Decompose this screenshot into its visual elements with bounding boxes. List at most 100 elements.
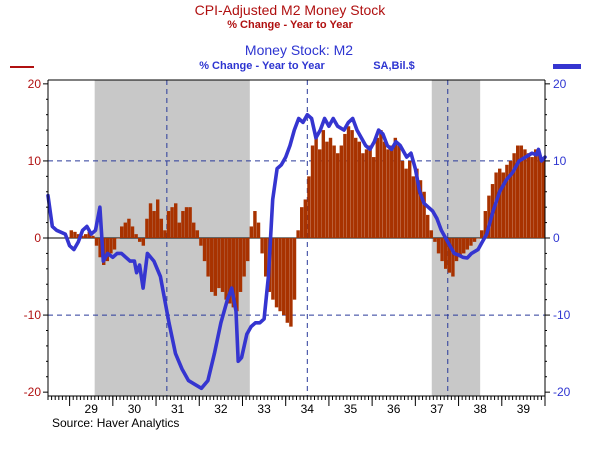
bar bbox=[307, 176, 311, 238]
bar bbox=[336, 153, 340, 238]
x-tick-label: 33 bbox=[257, 402, 271, 416]
bar bbox=[534, 149, 538, 238]
series-line-m2 bbox=[46, 112, 547, 391]
bar bbox=[73, 231, 77, 238]
bar bbox=[224, 238, 228, 300]
x-tick-label: 36 bbox=[387, 402, 401, 416]
bar bbox=[537, 153, 542, 238]
bar bbox=[69, 230, 74, 238]
bar bbox=[76, 234, 81, 238]
bar bbox=[116, 238, 120, 239]
bar bbox=[372, 157, 376, 238]
bar bbox=[213, 238, 218, 296]
legend-swatch-bars bbox=[10, 66, 34, 68]
bar bbox=[440, 238, 444, 262]
series2-subtitle: % Change - Year to Year bbox=[199, 60, 325, 72]
bar bbox=[166, 211, 171, 238]
bar bbox=[404, 168, 408, 238]
bar bbox=[462, 238, 466, 254]
x-tick-label: 35 bbox=[344, 402, 358, 416]
bar bbox=[314, 137, 318, 238]
y-tick-label-left: -10 bbox=[24, 308, 42, 322]
bar bbox=[393, 137, 398, 238]
bar bbox=[141, 238, 146, 246]
bar bbox=[246, 238, 250, 262]
y-tick-label-left: 0 bbox=[34, 231, 41, 245]
bar bbox=[454, 238, 459, 262]
x-tick-label: 34 bbox=[301, 402, 315, 416]
bar bbox=[181, 211, 185, 238]
bar bbox=[242, 238, 246, 277]
bar bbox=[357, 141, 362, 238]
bar bbox=[170, 207, 174, 238]
bar bbox=[436, 238, 441, 254]
y-tick-label-right: -10 bbox=[553, 308, 571, 322]
bar bbox=[278, 238, 282, 312]
bar bbox=[508, 160, 513, 238]
bar bbox=[501, 172, 506, 238]
y-tick-label-right: 20 bbox=[553, 77, 567, 91]
bar bbox=[256, 222, 261, 238]
bar bbox=[343, 133, 347, 238]
bar bbox=[188, 207, 192, 238]
bar bbox=[476, 238, 480, 239]
bar bbox=[350, 130, 354, 238]
bar bbox=[318, 149, 322, 238]
bar bbox=[210, 238, 214, 292]
bar bbox=[458, 238, 462, 258]
bar bbox=[264, 238, 268, 277]
bar bbox=[91, 235, 95, 238]
bar bbox=[447, 238, 452, 273]
x-tick-label: 32 bbox=[214, 402, 228, 416]
bar bbox=[408, 160, 412, 238]
bar bbox=[289, 238, 293, 327]
y-tick-label-right: 10 bbox=[553, 154, 567, 168]
chart-title: CPI-Adjusted M2 Money Stock bbox=[195, 2, 387, 18]
bar bbox=[130, 226, 135, 238]
bar bbox=[292, 238, 297, 300]
x-tick-label: 31 bbox=[171, 402, 185, 416]
bar bbox=[105, 238, 110, 262]
bar bbox=[339, 145, 344, 238]
x-tick-label: 37 bbox=[430, 402, 444, 416]
bar bbox=[285, 238, 290, 323]
bar bbox=[220, 238, 225, 292]
bar bbox=[379, 130, 383, 238]
bar bbox=[429, 230, 434, 238]
bar bbox=[361, 153, 365, 238]
bar bbox=[282, 238, 286, 316]
bar bbox=[382, 141, 387, 238]
bar bbox=[426, 214, 430, 238]
bar bbox=[354, 137, 358, 238]
bar bbox=[451, 238, 455, 277]
x-tick-label: 39 bbox=[517, 402, 531, 416]
bar bbox=[519, 145, 524, 238]
bar bbox=[433, 238, 437, 242]
x-tick-label: 38 bbox=[473, 402, 487, 416]
bar bbox=[386, 149, 390, 238]
bar bbox=[98, 238, 102, 258]
bar bbox=[163, 230, 167, 238]
bar bbox=[310, 145, 315, 238]
bar bbox=[400, 160, 405, 238]
chart-subtitle: % Change - Year to Year bbox=[227, 19, 353, 31]
bar bbox=[184, 207, 189, 238]
bar bbox=[321, 130, 326, 238]
bar bbox=[174, 203, 178, 238]
bar bbox=[397, 145, 401, 238]
bar bbox=[487, 195, 491, 238]
bar bbox=[202, 238, 207, 262]
bar bbox=[134, 234, 138, 238]
bar bbox=[523, 149, 527, 238]
bar bbox=[444, 238, 448, 269]
y-tick-label-left: 10 bbox=[28, 154, 42, 168]
bar bbox=[375, 137, 380, 238]
bar bbox=[415, 168, 419, 238]
bar bbox=[123, 222, 128, 238]
bar bbox=[206, 238, 210, 277]
bar bbox=[84, 234, 88, 238]
bar bbox=[238, 238, 243, 292]
bar bbox=[80, 235, 84, 238]
bar bbox=[260, 238, 264, 254]
legend-swatch-line bbox=[553, 64, 581, 69]
